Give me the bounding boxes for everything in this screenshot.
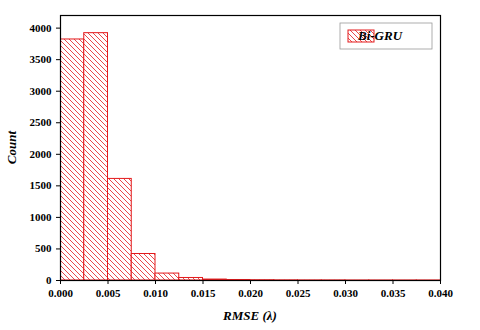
svg-text:1000: 1000 (30, 211, 53, 223)
svg-text:2000: 2000 (30, 148, 53, 160)
svg-text:0: 0 (46, 274, 52, 286)
svg-text:0.005: 0.005 (96, 287, 121, 299)
svg-text:500: 500 (35, 242, 52, 254)
svg-text:3500: 3500 (30, 53, 53, 65)
svg-text:0.040: 0.040 (428, 287, 453, 299)
svg-text:0.020: 0.020 (238, 287, 263, 299)
svg-text:RMSE (λ): RMSE (λ) (222, 308, 277, 323)
svg-text:0.035: 0.035 (381, 287, 406, 299)
svg-text:Count: Count (4, 130, 19, 164)
svg-text:0.015: 0.015 (191, 287, 216, 299)
svg-text:3000: 3000 (30, 85, 53, 97)
svg-text:1500: 1500 (30, 179, 53, 191)
svg-text:0.010: 0.010 (143, 287, 168, 299)
svg-text:0.025: 0.025 (286, 287, 311, 299)
svg-text:4000: 4000 (30, 22, 53, 34)
svg-text:2500: 2500 (30, 116, 53, 128)
svg-text:0.000: 0.000 (48, 287, 73, 299)
svg-text:Bi-GRU: Bi-GRU (357, 28, 403, 43)
svg-text:0.030: 0.030 (333, 287, 358, 299)
